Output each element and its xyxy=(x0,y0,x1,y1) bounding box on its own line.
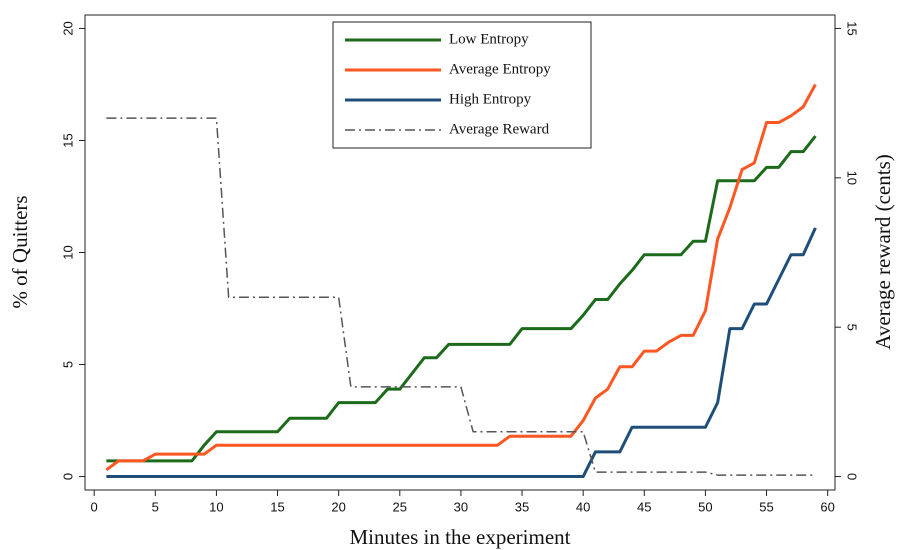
x-tick-label: 15 xyxy=(270,499,284,514)
y-axis-title: % of Quitters xyxy=(8,195,32,308)
legend-label: High Entropy xyxy=(449,91,532,107)
x-tick-label: 35 xyxy=(515,499,529,514)
series-line xyxy=(105,83,817,472)
legend-label: Average Entropy xyxy=(449,61,551,77)
y2-tick-label: 5 xyxy=(845,324,860,331)
series-line xyxy=(106,227,817,479)
y2-tick-label: 15 xyxy=(845,21,860,35)
x-tick-label: 20 xyxy=(331,499,345,514)
legend-label: Average Reward xyxy=(449,121,550,137)
series-line xyxy=(106,135,817,463)
y-tick-label: 20 xyxy=(60,21,75,35)
y-tick-label: 0 xyxy=(60,473,75,480)
x-tick-label: 25 xyxy=(393,499,407,514)
x-tick-label: 5 xyxy=(152,499,159,514)
y2-axis-title: Average reward (cents) xyxy=(871,154,895,350)
y2-tick-label: 10 xyxy=(845,171,860,185)
y-tick-label: 10 xyxy=(60,245,75,259)
x-axis-title: Minutes in the experiment xyxy=(349,525,570,549)
legend-label: Low Entropy xyxy=(449,31,529,47)
y-tick-label: 15 xyxy=(60,133,75,147)
x-tick-label: 40 xyxy=(576,499,590,514)
y-tick-label: 5 xyxy=(60,361,75,368)
x-tick-label: 0 xyxy=(91,499,98,514)
x-tick-label: 30 xyxy=(454,499,468,514)
x-tick-label: 60 xyxy=(820,499,834,514)
legend-box xyxy=(332,21,592,149)
x-tick-label: 45 xyxy=(637,499,651,514)
series-line xyxy=(106,117,816,476)
x-tick-label: 50 xyxy=(698,499,712,514)
x-tick-label: 55 xyxy=(759,499,773,514)
x-tick-label: 10 xyxy=(209,499,223,514)
y2-tick-label: 0 xyxy=(845,473,860,480)
